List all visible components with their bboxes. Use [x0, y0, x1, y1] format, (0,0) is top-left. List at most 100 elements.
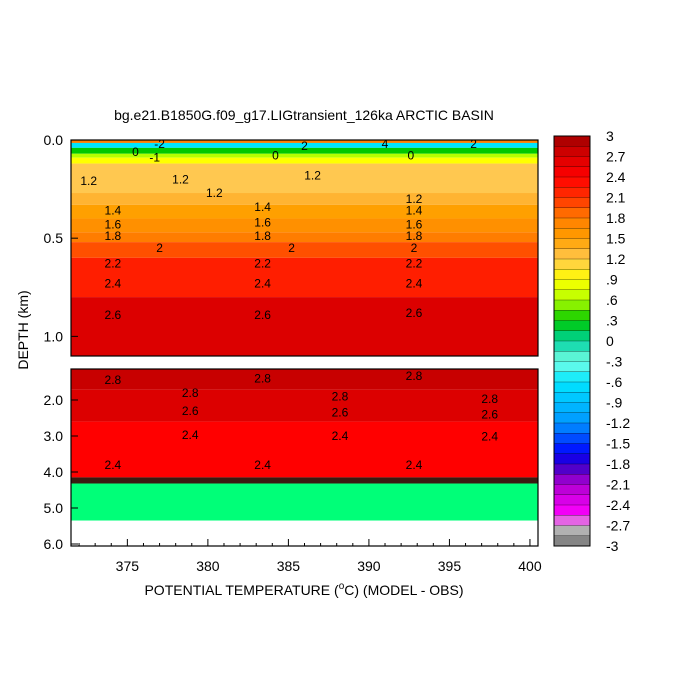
contour-label: 1.2 [304, 168, 321, 182]
colorbar-swatch [553, 299, 591, 311]
contour-label: -1 [149, 151, 160, 165]
colorbar-swatch [553, 320, 591, 332]
colorbar-swatch [553, 525, 591, 537]
contour-label: 2.8 [481, 392, 498, 406]
contour-label: 2 [288, 241, 295, 255]
layer-band [71, 483, 538, 521]
contour-label: 2.8 [254, 372, 271, 386]
colorbar-label: -2.7 [606, 518, 630, 534]
contour-label: 0 [132, 145, 139, 159]
colorbar-label: 2.1 [606, 190, 626, 206]
layer-band [71, 142, 538, 148]
y-tick-label: 3.0 [44, 428, 64, 444]
colorbar-swatch [553, 197, 591, 209]
contour-label: 2.6 [254, 308, 271, 322]
contour-label: 0 [272, 149, 279, 163]
contour-label: 2.4 [105, 458, 122, 472]
colorbar-swatch [553, 310, 591, 321]
colorbar-swatch [553, 330, 591, 342]
colorbar-swatch [553, 494, 591, 506]
colorbar-swatch [553, 453, 591, 465]
layer-band [71, 421, 538, 478]
contour-label: 2.8 [332, 390, 349, 404]
contour-label: 2 [470, 137, 477, 151]
contour-label: 2.6 [105, 308, 122, 322]
layer-band [71, 193, 538, 205]
contour-label: 1.8 [105, 229, 122, 243]
colorbar-swatch [553, 381, 591, 393]
contour-label: 1.6 [105, 217, 122, 231]
colorbar-swatch [553, 135, 591, 147]
colorbar-swatch [553, 340, 591, 352]
x-tick-label: 395 [438, 558, 462, 574]
x-axis-label-post: C) (MODEL - OBS) [344, 582, 463, 598]
colorbar-swatch [553, 463, 591, 475]
colorbar-swatch [553, 156, 591, 168]
colorbar-swatch [553, 504, 591, 516]
y-tick-label: 4.0 [44, 464, 64, 480]
colorbar-swatch [553, 361, 591, 373]
contour-label: 2.6 [406, 306, 423, 320]
chart-title: bg.e21.B1850G.f09_g17.LIGtransient_126ka… [114, 107, 494, 123]
y-tick-label: 1.0 [44, 328, 64, 344]
layer-band [71, 147, 538, 154]
contour-label: 2.2 [406, 257, 423, 271]
layer-band [71, 153, 538, 158]
colorbar-label: .9 [606, 272, 618, 288]
contour-label: 2 [411, 241, 418, 255]
colorbar-label: -2.1 [606, 477, 630, 493]
contour-label: 1.8 [254, 229, 271, 243]
contour-label: 2.4 [406, 276, 423, 290]
x-axis: 375 380 385 390 395 400 [78, 539, 542, 574]
colorbar-label: 1.2 [606, 251, 626, 267]
colorbar-swatch [553, 484, 591, 496]
colorbar-label: 2.4 [606, 169, 626, 185]
colorbar-swatch [553, 228, 591, 239]
colorbar: 3 2.7 2.4 2.1 1.8 1.5 1.2 .9 .6 .3 0 -.3 -.6 -.9 -1.2 -… [553, 128, 630, 554]
contour-label: 2 [156, 241, 163, 255]
layer-band [71, 140, 538, 143]
lower-panel: 2.8 2.8 2.82.8 2.8 2.82.6 2.6 2.62.4 2.4 2.42.4 2… [44, 368, 539, 552]
contour-label: 2.2 [105, 257, 122, 271]
colorbar-swatch [553, 269, 591, 280]
colorbar-swatch [553, 351, 591, 362]
colorbar-swatch [553, 433, 591, 444]
layer-band [71, 218, 538, 233]
contour-label: 2.4 [254, 458, 271, 472]
colorbar-label: -.6 [606, 374, 623, 390]
colorbar-label: 3 [606, 128, 614, 144]
colorbar-label: -2.4 [606, 497, 630, 513]
colorbar-swatch [553, 422, 591, 434]
contour-label: 4 [382, 137, 389, 151]
colorbar-swatch [553, 207, 591, 219]
contour-label: 2.6 [332, 406, 349, 420]
contour-label: -2 [154, 137, 165, 151]
colorbar-swatch [553, 248, 591, 260]
layer-band [71, 369, 538, 390]
contour-label: 1.4 [254, 200, 271, 214]
layer-band [71, 389, 538, 422]
colorbar-swatch [553, 238, 591, 250]
colorbar-label: 1.5 [606, 231, 626, 247]
layer-band [71, 232, 538, 243]
colorbar-swatch [553, 535, 591, 547]
layer-band [71, 163, 538, 194]
x-axis-label: POTENTIAL TEMPERATURE (oC) (MODEL - OBS) [144, 581, 463, 598]
colorbar-label: .3 [606, 313, 618, 329]
layer-band [71, 477, 538, 484]
layer-band [71, 242, 538, 258]
x-tick-label: 400 [518, 558, 542, 574]
y-axis-label: DEPTH (km) [15, 290, 31, 369]
x-tick-label: 385 [277, 558, 301, 574]
panel-frame [70, 139, 539, 357]
colorbar-swatch [553, 279, 591, 291]
contour-label: 2 [301, 139, 308, 153]
contour-label: 1.2 [172, 172, 189, 186]
contour-label: 0 [407, 149, 414, 163]
layer-band [71, 257, 538, 298]
y-tick-label: 2.0 [44, 392, 64, 408]
y-tick-label: 5.0 [44, 500, 64, 516]
x-axis-label-sup: o [339, 581, 345, 592]
colorbar-label: -1.5 [606, 436, 630, 452]
